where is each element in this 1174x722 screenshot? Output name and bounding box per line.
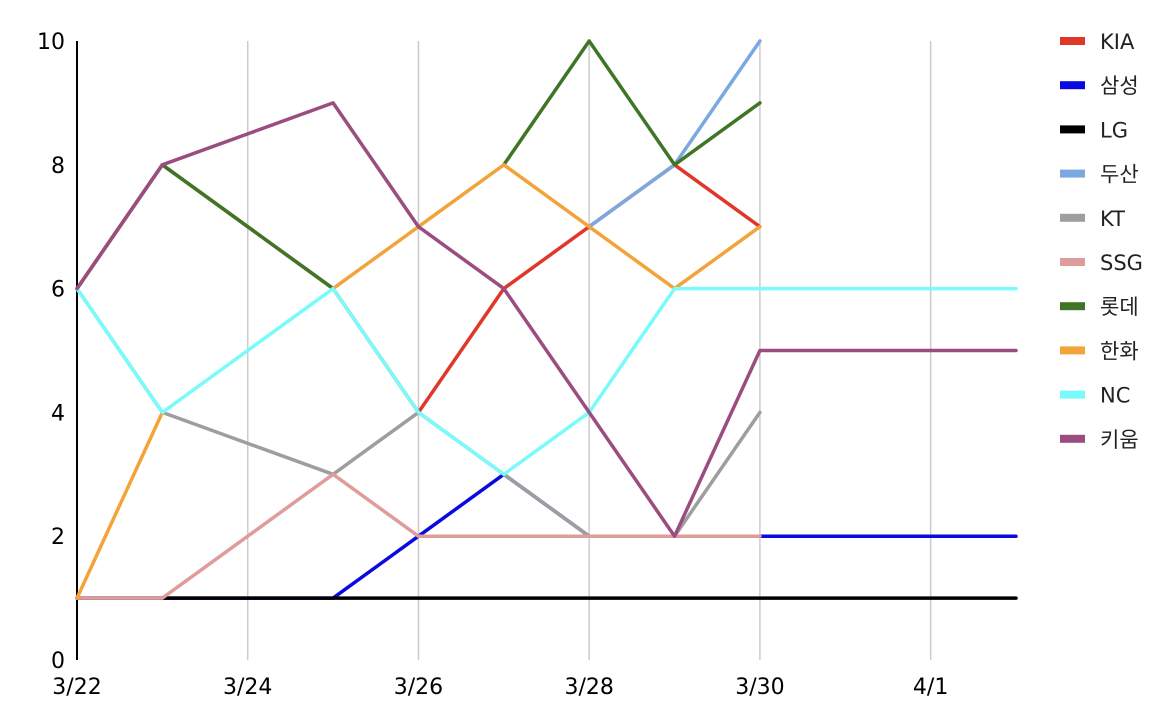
y-tick-label: 2 [51, 525, 65, 550]
legend-label: 키움 [1100, 428, 1139, 452]
legend-swatch [1060, 169, 1085, 178]
legend-item-7: 한화 [1060, 339, 1139, 363]
series-line [75, 101, 1018, 538]
series-line [587, 39, 762, 229]
legend-item-8: NC [1060, 384, 1130, 408]
y-tick-label: 4 [51, 401, 65, 426]
legend-item-6: 롯데 [1060, 295, 1139, 319]
legend-item-9: 키움 [1060, 428, 1139, 452]
legend-swatch [1060, 390, 1085, 399]
y-tick-label: 10 [37, 30, 65, 55]
legend-label: KT [1100, 207, 1125, 231]
legend-label: LG [1100, 118, 1128, 142]
x-tick-label: 3/28 [564, 675, 613, 700]
series-line [75, 410, 165, 600]
x-tick-label: 3/22 [52, 675, 101, 700]
legend-swatch [1060, 37, 1085, 45]
series-7 [75, 163, 762, 600]
x-tick-label: 3/24 [223, 675, 272, 700]
legend-label: 한화 [1100, 339, 1139, 363]
legend-label: NC [1100, 384, 1130, 408]
legend-label: 삼성 [1100, 74, 1139, 98]
x-tick-label: 3/26 [394, 675, 443, 700]
legend-swatch [1060, 258, 1085, 266]
y-tick-label: 0 [51, 649, 65, 674]
series-line [75, 286, 1018, 477]
series-3 [587, 39, 762, 229]
legend-swatch [1060, 346, 1085, 355]
series-line [502, 39, 762, 167]
y-tick-label: 6 [51, 278, 65, 303]
series-line [75, 163, 335, 291]
legend-item-4: KT [1060, 207, 1125, 231]
x-tick-label: 3/30 [735, 675, 784, 700]
legend-item-1: 삼성 [1060, 74, 1139, 98]
legend-label: KIA [1100, 30, 1135, 54]
series-layer [75, 39, 1018, 600]
y-tick-label: 8 [51, 154, 65, 179]
series-5 [75, 472, 762, 600]
legend-swatch [1060, 81, 1085, 90]
legend-swatch [1060, 434, 1085, 443]
legend-swatch [1060, 302, 1085, 311]
series-9 [75, 101, 1018, 538]
legend-item-3: 두산 [1060, 163, 1139, 187]
series-line [75, 472, 762, 600]
axis-layer: 0 2 4 6 8 10 3/22 3/24 3/26 3/28 3/30 4/1 [37, 30, 948, 700]
legend-label: 두산 [1100, 163, 1139, 187]
legend-item-2: LG [1060, 118, 1128, 142]
legend-swatch [1060, 125, 1085, 134]
x-tick-label: 4/1 [913, 675, 948, 700]
series-8 [75, 286, 1018, 477]
legend-label: 롯데 [1100, 295, 1139, 319]
legend-swatch [1060, 213, 1085, 222]
legend-item-0: KIA [1060, 30, 1135, 54]
series-line [331, 163, 762, 291]
legend-item-5: SSG [1060, 251, 1143, 275]
legend-label: SSG [1100, 251, 1143, 275]
